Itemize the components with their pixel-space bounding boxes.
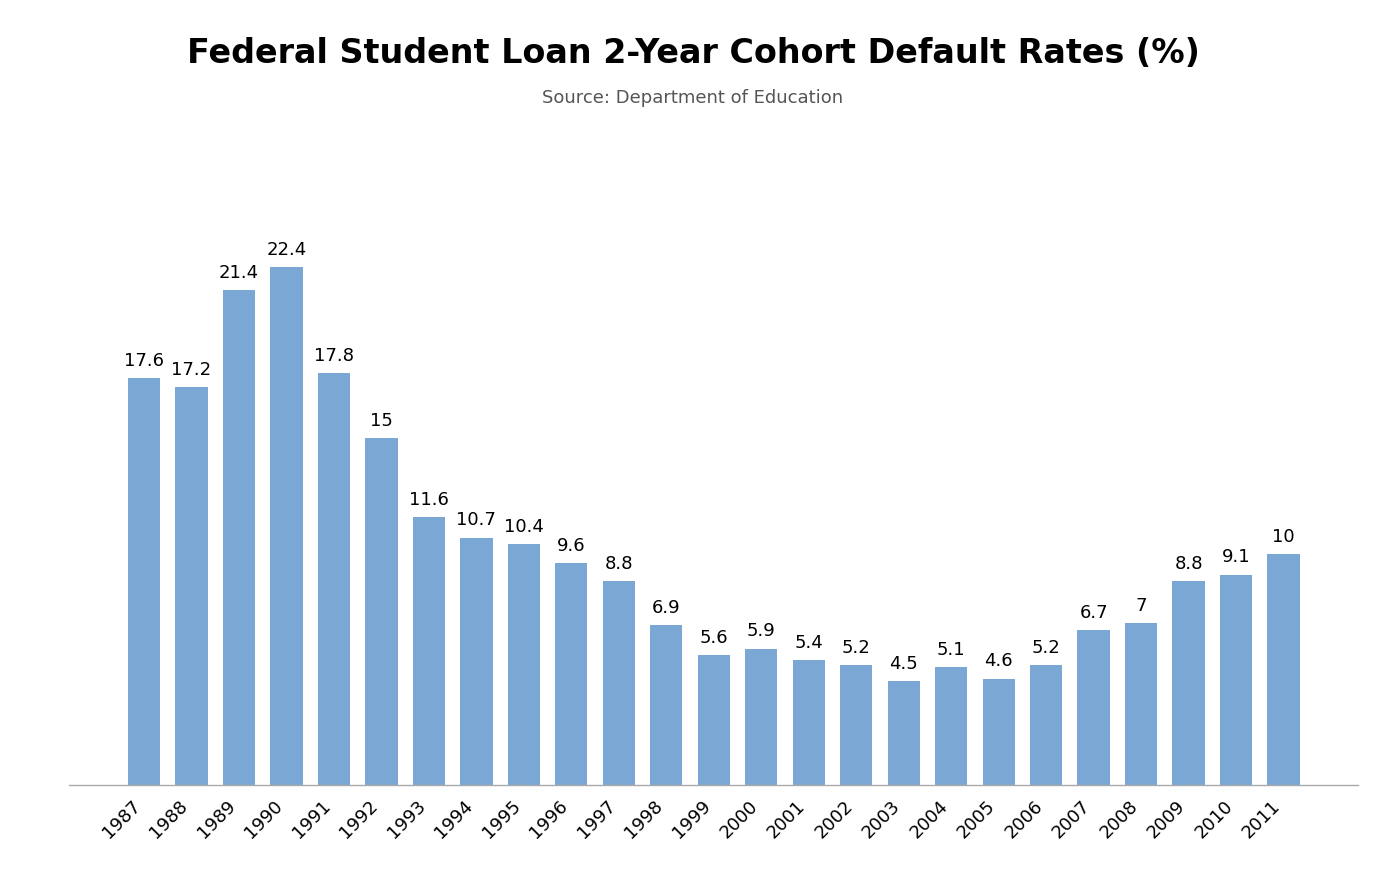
Text: 5.2: 5.2 [841, 639, 870, 657]
Bar [1220, 574, 1252, 785]
Bar [1077, 630, 1110, 785]
Bar [650, 625, 682, 785]
Bar [223, 290, 255, 785]
Text: 8.8: 8.8 [604, 556, 633, 574]
Bar [603, 582, 635, 785]
Text: 8.8: 8.8 [1174, 556, 1203, 574]
Text: 9.6: 9.6 [557, 537, 586, 555]
Text: 9.1: 9.1 [1221, 549, 1250, 566]
Text: 4.5: 4.5 [890, 655, 918, 673]
Text: 10.7: 10.7 [456, 511, 496, 530]
Text: 5.2: 5.2 [1031, 639, 1060, 657]
Text: 15: 15 [370, 412, 392, 430]
Bar [746, 648, 778, 785]
Bar [413, 516, 445, 785]
Bar [1125, 624, 1157, 785]
Text: 17.8: 17.8 [315, 347, 353, 365]
Text: 5.9: 5.9 [747, 623, 776, 640]
Text: 10: 10 [1272, 527, 1295, 546]
Bar [176, 387, 208, 785]
Bar [887, 681, 920, 785]
Bar [366, 438, 398, 785]
Text: Source: Department of Education: Source: Department of Education [542, 89, 844, 107]
Bar [128, 378, 161, 785]
Bar [556, 563, 588, 785]
Bar [460, 538, 492, 785]
Bar [793, 660, 825, 785]
Text: 4.6: 4.6 [984, 652, 1013, 671]
Bar [317, 374, 351, 785]
Text: 7: 7 [1135, 597, 1146, 615]
Bar [1267, 554, 1300, 785]
Bar [507, 544, 541, 785]
Bar [270, 267, 302, 785]
Text: 10.4: 10.4 [505, 518, 543, 536]
Bar [983, 679, 1015, 785]
Text: Federal Student Loan 2-Year Cohort Default Rates (%): Federal Student Loan 2-Year Cohort Defau… [187, 37, 1199, 70]
Text: 6.7: 6.7 [1080, 604, 1107, 622]
Text: 5.1: 5.1 [937, 641, 966, 659]
Text: 17.2: 17.2 [172, 361, 212, 379]
Text: 6.9: 6.9 [651, 599, 681, 617]
Bar [1173, 582, 1204, 785]
Text: 21.4: 21.4 [219, 264, 259, 282]
Text: 5.4: 5.4 [794, 634, 823, 652]
Text: 22.4: 22.4 [266, 241, 306, 259]
Bar [936, 667, 967, 785]
Text: 17.6: 17.6 [123, 351, 164, 370]
Bar [1030, 665, 1062, 785]
Text: 5.6: 5.6 [700, 630, 728, 648]
Text: 11.6: 11.6 [409, 491, 449, 508]
Bar [840, 665, 872, 785]
Bar [697, 656, 730, 785]
